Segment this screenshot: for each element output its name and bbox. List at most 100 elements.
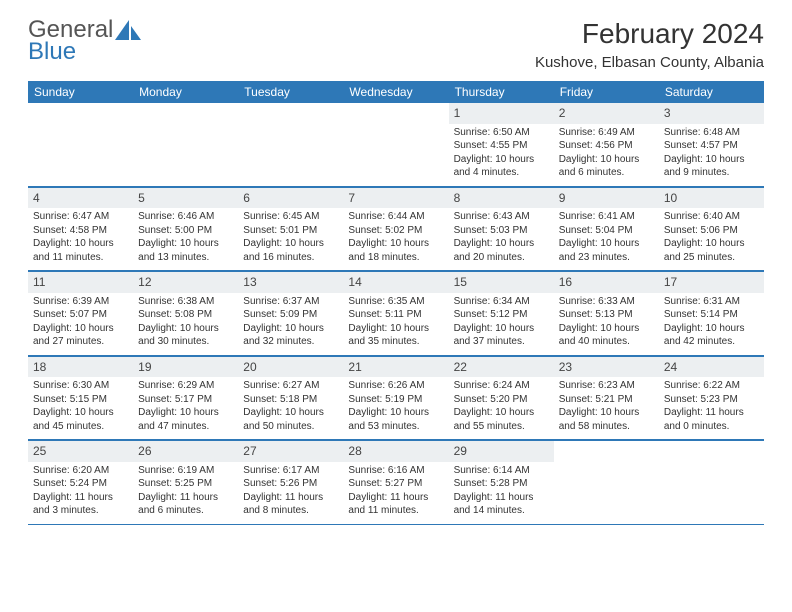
sunset-text: Sunset: 5:00 PM (138, 224, 233, 238)
day-cell: 5 Sunrise: 6:46 AMSunset: 5:00 PMDaylight… (133, 187, 238, 271)
sunrise-text: Sunrise: 6:40 AM (664, 210, 759, 224)
day-number: 23 (559, 360, 572, 374)
day-number-row: 16 (554, 271, 659, 293)
sunset-text: Sunset: 5:07 PM (33, 308, 128, 322)
sunrise-text: Sunrise: 6:20 AM (33, 464, 128, 478)
day-cell (343, 103, 448, 186)
sunrise-text: Sunrise: 6:43 AM (454, 210, 549, 224)
weekday-header: Wednesday (343, 81, 448, 103)
daylight2-text: and 58 minutes. (559, 420, 654, 434)
day-number-row (28, 103, 133, 107)
day-number: 1 (454, 106, 461, 120)
day-cell (659, 440, 764, 524)
day-number: 24 (664, 360, 677, 374)
day-cell: 17 Sunrise: 6:31 AMSunset: 5:14 PMDayligh… (659, 271, 764, 355)
day-cell: 13Sunrise: 6:37 AMSunset: 5:09 PMDayligh… (238, 271, 343, 355)
day-number-row: 15 (449, 271, 554, 293)
day-number-row: 2 (554, 103, 659, 124)
sunset-text: Sunset: 5:13 PM (559, 308, 654, 322)
day-number-row: 4 (28, 187, 133, 209)
sunrise-text: Sunrise: 6:44 AM (348, 210, 443, 224)
day-details: Sunrise: 6:39 AMSunset: 5:07 PMDaylight:… (33, 295, 128, 349)
sunrise-text: Sunrise: 6:17 AM (243, 464, 338, 478)
day-details: Sunrise: 6:16 AMSunset: 5:27 PMDaylight:… (348, 464, 443, 518)
day-number-row: 24 (659, 356, 764, 378)
calendar: Sunday Monday Tuesday Wednesday Thursday… (28, 81, 764, 525)
daylight1-text: Daylight: 10 hours (664, 322, 759, 336)
day-number: 16 (559, 275, 572, 289)
sunset-text: Sunset: 5:25 PM (138, 477, 233, 491)
daylight2-text: and 11 minutes. (348, 504, 443, 518)
sunset-text: Sunset: 5:14 PM (664, 308, 759, 322)
day-cell: 7Sunrise: 6:44 AMSunset: 5:02 PMDaylight… (343, 187, 448, 271)
daylight2-text: and 42 minutes. (664, 335, 759, 349)
day-number-row (554, 440, 659, 445)
sunset-text: Sunset: 5:17 PM (138, 393, 233, 407)
day-details: Sunrise: 6:31 AMSunset: 5:14 PMDaylight:… (664, 295, 759, 349)
weekday-header: Sunday (28, 81, 133, 103)
week-row: 1 Sunrise: 6:50 AMSunset: 4:55 PMDaylight… (28, 103, 764, 187)
day-number-row: 20 (238, 356, 343, 378)
sunrise-text: Sunrise: 6:23 AM (559, 379, 654, 393)
sunset-text: Sunset: 5:12 PM (454, 308, 549, 322)
day-cell: 25Sunrise: 6:20 AMSunset: 5:24 PMDayligh… (28, 440, 133, 524)
day-number: 17 (664, 275, 677, 289)
day-number-row: 17 (659, 271, 764, 293)
sunrise-text: Sunrise: 6:34 AM (454, 295, 549, 309)
day-cell (28, 103, 133, 186)
day-number-row (238, 103, 343, 107)
day-number: 10 (664, 191, 677, 205)
sunrise-text: Sunrise: 6:41 AM (559, 210, 654, 224)
sunset-text: Sunset: 5:19 PM (348, 393, 443, 407)
day-number-row: 5 (133, 187, 238, 209)
day-cell: 20Sunrise: 6:27 AMSunset: 5:18 PMDayligh… (238, 356, 343, 440)
daylight2-text: and 4 minutes. (454, 166, 549, 180)
daylight1-text: Daylight: 11 hours (243, 491, 338, 505)
day-details: Sunrise: 6:46 AMSunset: 5:00 PMDaylight:… (138, 210, 233, 264)
daylight1-text: Daylight: 10 hours (33, 406, 128, 420)
day-cell: 15Sunrise: 6:34 AMSunset: 5:12 PMDayligh… (449, 271, 554, 355)
day-number-row: 25 (28, 440, 133, 462)
sunrise-text: Sunrise: 6:22 AM (664, 379, 759, 393)
day-number: 5 (138, 191, 145, 205)
sunset-text: Sunset: 5:15 PM (33, 393, 128, 407)
sunset-text: Sunset: 5:04 PM (559, 224, 654, 238)
sunrise-text: Sunrise: 6:30 AM (33, 379, 128, 393)
daylight1-text: Daylight: 11 hours (664, 406, 759, 420)
day-cell: 28 Sunrise: 6:16 AMSunset: 5:27 PMDayligh… (343, 440, 448, 524)
week-row: 11Sunrise: 6:39 AMSunset: 5:07 PMDayligh… (28, 271, 764, 356)
day-details: Sunrise: 6:45 AMSunset: 5:01 PMDaylight:… (243, 210, 338, 264)
daylight2-text: and 35 minutes. (348, 335, 443, 349)
day-cell: 9Sunrise: 6:41 AMSunset: 5:04 PMDaylight… (554, 187, 659, 271)
day-details: Sunrise: 6:43 AMSunset: 5:03 PMDaylight:… (454, 210, 549, 264)
day-number-row: 22 (449, 356, 554, 378)
daylight2-text: and 53 minutes. (348, 420, 443, 434)
day-cell: 26Sunrise: 6:19 AMSunset: 5:25 PMDayligh… (133, 440, 238, 524)
header: General Blue February 2024 Kushove, Elba… (28, 18, 764, 71)
sunset-text: Sunset: 5:26 PM (243, 477, 338, 491)
daylight2-text: and 27 minutes. (33, 335, 128, 349)
day-number-row: 21 (343, 356, 448, 378)
daylight1-text: Daylight: 10 hours (243, 237, 338, 251)
day-number: 2 (559, 106, 566, 120)
sunset-text: Sunset: 5:20 PM (454, 393, 549, 407)
day-number: 11 (33, 275, 45, 289)
day-cell: 6Sunrise: 6:45 AMSunset: 5:01 PMDaylight… (238, 187, 343, 271)
daylight2-text: and 3 minutes. (33, 504, 128, 518)
sunrise-text: Sunrise: 6:39 AM (33, 295, 128, 309)
day-number-row: 18 (28, 356, 133, 378)
weekday-header: Tuesday (238, 81, 343, 103)
day-cell: 16Sunrise: 6:33 AMSunset: 5:13 PMDayligh… (554, 271, 659, 355)
day-number-row (343, 103, 448, 107)
day-number-row: 19 (133, 356, 238, 378)
daylight1-text: Daylight: 10 hours (243, 322, 338, 336)
day-details: Sunrise: 6:23 AMSunset: 5:21 PMDaylight:… (559, 379, 654, 433)
day-cell: 23 Sunrise: 6:23 AMSunset: 5:21 PMDayligh… (554, 356, 659, 440)
daylight2-text: and 16 minutes. (243, 251, 338, 265)
day-cell: 11 Sunrise: 6:39 AMSunset: 5:07 PMDayligh… (28, 271, 133, 355)
daylight1-text: Daylight: 10 hours (33, 237, 128, 251)
day-details: Sunrise: 6:50 AMSunset: 4:55 PMDaylight:… (454, 126, 549, 180)
day-cell: 18Sunrise: 6:30 AMSunset: 5:15 PMDayligh… (28, 356, 133, 440)
day-number: 28 (348, 444, 361, 458)
logo-text-bottom: Blue (28, 40, 113, 64)
